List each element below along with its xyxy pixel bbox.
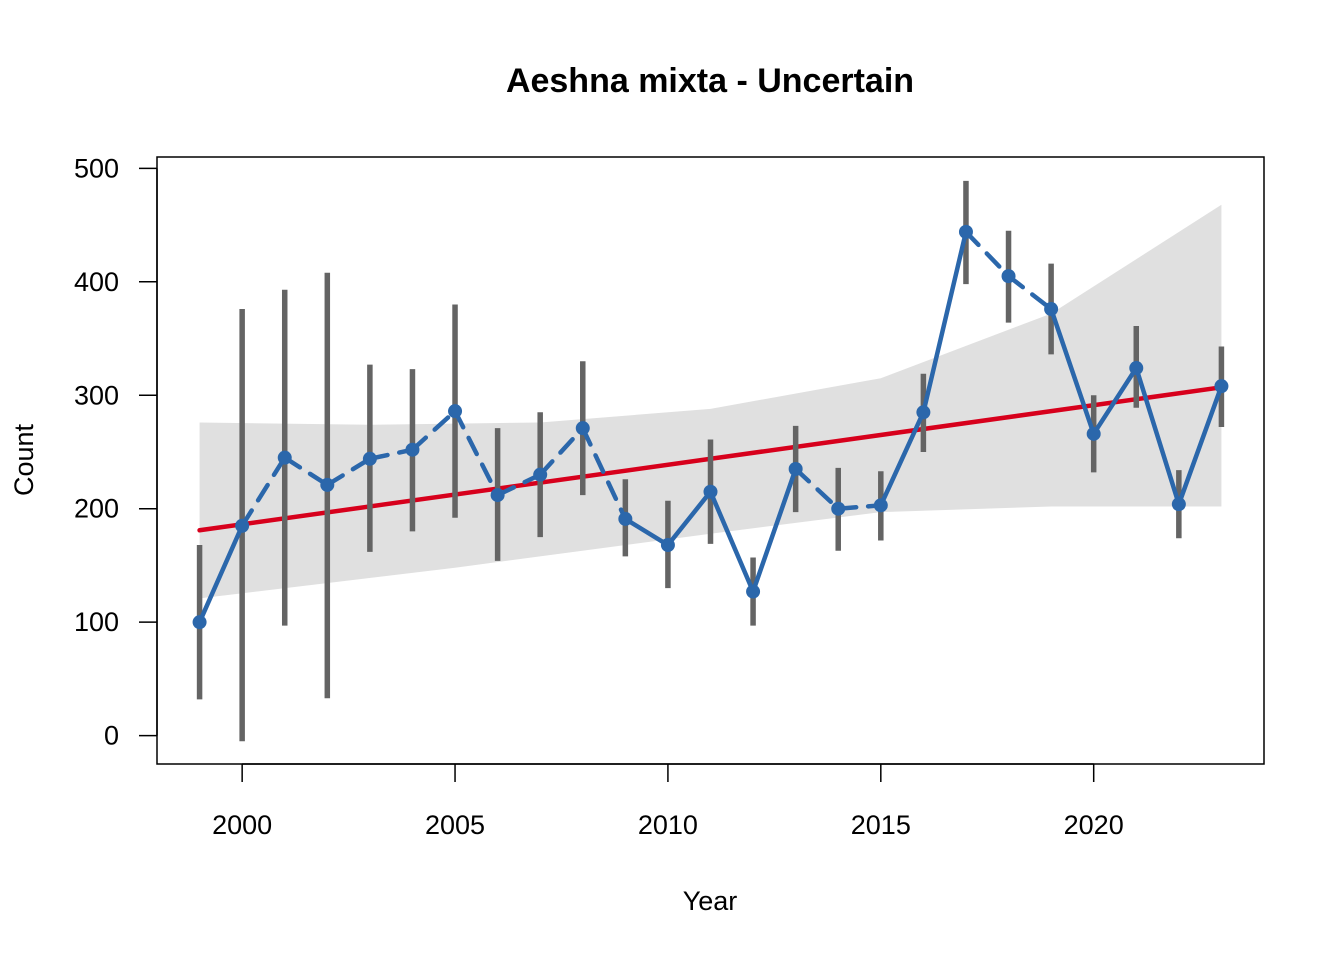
data-point-2012 xyxy=(746,584,761,599)
data-point-2006 xyxy=(490,488,505,503)
y-tick-label-0: 0 xyxy=(104,721,119,751)
data-point-2007 xyxy=(533,467,548,482)
x-tick-label-2020: 2020 xyxy=(1064,810,1124,840)
series-segment-2021-2022 xyxy=(1134,365,1182,507)
series-segment-2003-2004 xyxy=(367,447,415,462)
data-point-2020 xyxy=(1086,426,1101,441)
series-line-layer xyxy=(197,229,1224,625)
series-segment-2002-2003 xyxy=(325,456,373,488)
data-point-2000 xyxy=(235,518,250,533)
series-segment-2019-2020 xyxy=(1048,306,1096,437)
series-segment-2005-2006 xyxy=(452,408,500,498)
data-point-2022 xyxy=(1171,497,1186,512)
series-segment-2018-2019 xyxy=(1006,273,1054,312)
y-tick-label-300: 300 xyxy=(74,380,119,410)
series-segment-2017-2018 xyxy=(963,229,1011,279)
data-points xyxy=(192,224,1229,630)
series-segment-2009-2010 xyxy=(623,516,671,548)
series-segment-2020-2021 xyxy=(1091,365,1139,437)
y-axis: 0 100 200 300 400 500 xyxy=(74,153,158,751)
series-segment-2015-2016 xyxy=(878,410,926,508)
data-point-2017 xyxy=(958,224,973,239)
y-tick-label-500: 500 xyxy=(74,153,119,183)
data-point-2013 xyxy=(788,462,803,477)
data-point-2009 xyxy=(618,511,633,526)
data-point-2011 xyxy=(703,484,718,499)
data-point-2004 xyxy=(405,442,420,457)
x-axis-label: Year xyxy=(683,886,738,916)
y-tick-label-100: 100 xyxy=(74,607,119,637)
series-segment-2006-2007 xyxy=(495,472,543,498)
series-segment-2013-2014 xyxy=(793,466,841,511)
data-point-2023 xyxy=(1214,379,1229,394)
series-segment-1999-2000 xyxy=(197,523,245,625)
series-segment-2001-2002 xyxy=(282,455,330,488)
data-point-2001 xyxy=(277,450,292,465)
data-point-2019 xyxy=(1044,302,1059,317)
data-point-2016 xyxy=(916,405,931,420)
series-segment-2007-2008 xyxy=(537,425,586,477)
series-segment-2011-2012 xyxy=(708,489,756,594)
y-tick-label-200: 200 xyxy=(74,494,119,524)
x-tick-label-2010: 2010 xyxy=(638,810,698,840)
x-tick-label-2015: 2015 xyxy=(851,810,911,840)
data-point-2014 xyxy=(831,501,846,516)
series-segment-2010-2011 xyxy=(665,489,713,548)
x-axis: 2000 2005 2010 2015 2020 xyxy=(212,763,1124,840)
data-point-2005 xyxy=(448,404,463,419)
series-segment-2000-2001 xyxy=(239,455,287,528)
data-point-2021 xyxy=(1129,361,1144,376)
data-point-2015 xyxy=(873,498,888,513)
data-point-2008 xyxy=(575,421,590,436)
data-point-2018 xyxy=(1001,269,1016,284)
series-segment-2022-2023 xyxy=(1176,383,1224,507)
series-segment-2016-2017 xyxy=(921,229,969,415)
data-point-2002 xyxy=(320,477,335,492)
x-tick-label-2005: 2005 xyxy=(425,810,485,840)
series-segment-2008-2009 xyxy=(580,425,628,522)
x-tick-label-2000: 2000 xyxy=(212,810,272,840)
series-segment-2004-2005 xyxy=(410,408,458,452)
y-tick-label-400: 400 xyxy=(74,267,119,297)
series-segment-2014-2015 xyxy=(835,503,884,511)
data-point-2010 xyxy=(660,538,675,553)
series-segment-2012-2013 xyxy=(750,466,798,594)
y-axis-label: Count xyxy=(9,423,39,496)
chart-title: Aeshna mixta - Uncertain xyxy=(506,62,914,100)
data-point-1999 xyxy=(192,615,207,630)
data-point-2003 xyxy=(362,451,377,466)
